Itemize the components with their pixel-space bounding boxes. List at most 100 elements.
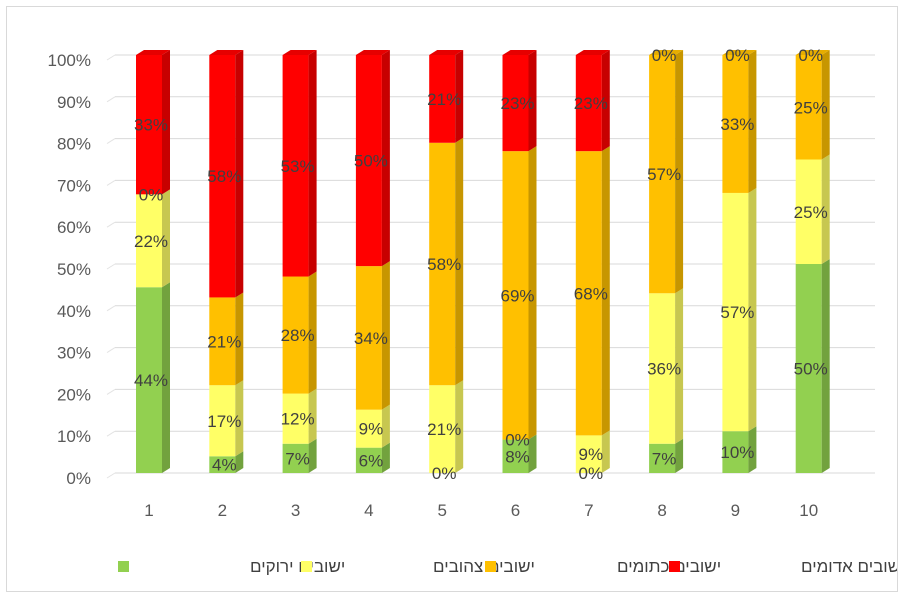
legend-swatch xyxy=(485,561,496,572)
data-label: 21% xyxy=(427,420,461,439)
bar-segment-1-cat-1 xyxy=(136,282,170,473)
stacked-percent-bar-chart: 0%10%20%30%40%50%60%70%80%90%100% 44%22%… xyxy=(48,46,905,576)
bar-segment-2-cat-2 xyxy=(209,380,244,457)
gridline-depth xyxy=(106,472,116,479)
y-tick-label: 80% xyxy=(57,135,91,154)
data-label: 0% xyxy=(725,46,750,65)
chart-area: 0% 10% 20% 30% 40% 50% 60% 70% 80% 90% 100% 44% 22%… xyxy=(6,6,905,592)
gridline-depth xyxy=(106,54,116,61)
gridline-depth xyxy=(106,221,116,228)
legend-swatch xyxy=(301,561,312,572)
data-label: 50% xyxy=(794,360,828,379)
bar-top-face xyxy=(209,50,244,55)
data-label: 0% xyxy=(505,431,530,450)
data-label: 22% xyxy=(134,232,168,251)
x-tick-label: 3 xyxy=(291,501,300,520)
x-tick-label: 5 xyxy=(437,501,446,520)
bar-segment-2-cat-4 xyxy=(355,404,390,448)
bar-segment-1-cat-2 xyxy=(209,451,244,473)
x-tick-label: 1 xyxy=(144,501,153,520)
legend-label: ישובים אדומים xyxy=(801,557,897,576)
gridline-depth xyxy=(106,430,116,437)
gridline-depth xyxy=(106,347,116,354)
x-tick-label: 8 xyxy=(657,501,666,520)
bar-segment-3-cat-2 xyxy=(209,292,244,386)
data-label: 23% xyxy=(500,94,534,113)
bar-segment-1-cat-6 xyxy=(502,434,537,473)
bar-segment-4-cat-6 xyxy=(502,50,537,152)
bar-segment-2-cat-10 xyxy=(795,154,830,264)
data-label: 0% xyxy=(139,185,164,204)
y-tick-label: 30% xyxy=(57,344,91,363)
y-axis-ticks: 0% 10% 20% 30% 40% 50% 60% 70% 80% 90% 100% xyxy=(48,51,91,488)
bar-segment-4-cat-3 xyxy=(282,50,317,277)
bar-top-face xyxy=(502,50,537,55)
data-label: 25% xyxy=(794,98,828,117)
data-label: 34% xyxy=(354,329,388,348)
data-label: 17% xyxy=(207,412,241,431)
data-label: 33% xyxy=(134,116,168,135)
y-tick-label: 70% xyxy=(57,176,91,195)
legend-label: ישובים ירוקים xyxy=(250,557,345,576)
bar-segment-2-cat-9 xyxy=(722,187,757,432)
y-tick-label: 60% xyxy=(57,218,91,237)
y-tick-label: 20% xyxy=(57,385,91,404)
bar-segment-1-cat-8 xyxy=(649,438,684,473)
y-tick-label: 40% xyxy=(57,302,91,321)
data-label: 9% xyxy=(579,445,604,464)
bar-segment-1-cat-9 xyxy=(722,426,757,473)
legend-label: ישובים צהובים xyxy=(433,557,535,576)
data-label: 0% xyxy=(798,46,823,65)
bar-segment-3-cat-9 xyxy=(722,50,757,193)
bar-top-face xyxy=(429,50,464,55)
x-tick-label: 6 xyxy=(511,501,520,520)
bar-top-face xyxy=(575,50,610,55)
bar-top-face xyxy=(282,50,317,55)
data-label: 36% xyxy=(647,360,681,379)
data-label: 58% xyxy=(207,167,241,186)
bar-segment-3-cat-7 xyxy=(575,146,610,436)
data-label: 21% xyxy=(207,332,241,351)
bar-segment-3-cat-8 xyxy=(649,50,684,294)
x-tick-label: 2 xyxy=(218,501,227,520)
x-axis-ticks: 1 2 3 4 5 6 7 8 9 10 xyxy=(144,501,818,520)
x-tick-label: 10 xyxy=(799,501,818,520)
data-label: 28% xyxy=(281,326,315,345)
bar-segment-1-cat-3 xyxy=(282,438,317,473)
data-labels: 44% 22% 0% 33% 4% 17% 21% 58% 7% 12% 28% 53% 6% 9% 34%… xyxy=(134,46,828,483)
bar-segment-2-cat-5 xyxy=(429,380,464,473)
gridline-depth xyxy=(106,388,116,395)
legend-item: ישובים אדומים xyxy=(669,557,905,576)
x-tick-label: 7 xyxy=(584,501,593,520)
data-label: 0% xyxy=(432,464,457,483)
bar-segment-3-cat-3 xyxy=(282,271,317,394)
data-label: 25% xyxy=(794,203,828,222)
data-label: 58% xyxy=(427,255,461,274)
gridline-depth xyxy=(106,138,116,145)
legend-swatch xyxy=(669,561,680,572)
bar-segment-4-cat-7 xyxy=(575,50,610,152)
bar-segment-2-cat-7 xyxy=(575,430,610,473)
data-label: 8% xyxy=(505,447,530,466)
y-tick-label: 0% xyxy=(66,469,91,488)
data-label: 68% xyxy=(574,284,608,303)
bar-segment-2-cat-8 xyxy=(649,288,684,444)
bar-segment-4-cat-1 xyxy=(136,50,170,195)
legend: ישובים ירוקים ישובים צהובים ישובים כתומים י… xyxy=(118,557,905,576)
data-label: 53% xyxy=(281,157,315,176)
legend-item: ישובים צהובים xyxy=(301,557,535,576)
x-tick-label: 9 xyxy=(731,501,740,520)
bar-segment-2-cat-3 xyxy=(282,388,317,444)
bar-segment-4-cat-2 xyxy=(209,50,244,298)
bar-top-face xyxy=(649,50,684,55)
data-label: 6% xyxy=(359,451,384,470)
bar-segment-4-cat-5 xyxy=(429,50,464,143)
bar-top-face xyxy=(795,50,830,55)
gridline-depth xyxy=(106,96,116,103)
y-tick-label: 50% xyxy=(57,260,91,279)
data-label: 10% xyxy=(720,443,754,462)
data-label: 9% xyxy=(359,420,384,439)
bar-segment-1-cat-10 xyxy=(795,259,830,473)
legend-swatch xyxy=(118,561,129,572)
data-label: 57% xyxy=(647,165,681,184)
